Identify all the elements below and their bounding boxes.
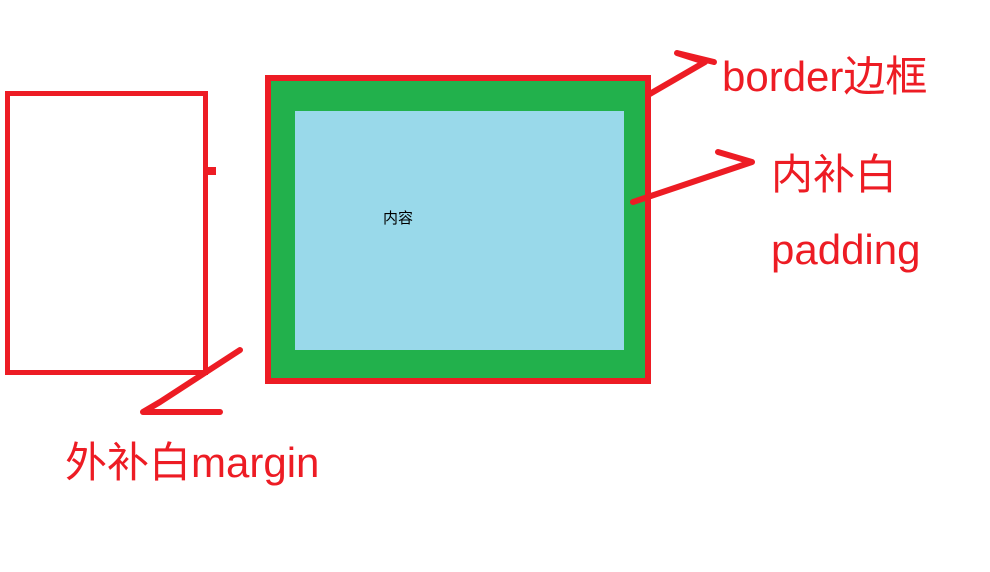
- border-arrow: [645, 50, 717, 98]
- margin-neighbor-box: [5, 91, 208, 375]
- padding-arrow: [630, 149, 755, 205]
- border-label: border边框: [722, 53, 928, 100]
- padding-label-cn: 内补白: [771, 151, 898, 198]
- padding-label-en: padding: [771, 226, 921, 273]
- margin-label: 外补白margin: [65, 439, 320, 486]
- content-box: [295, 111, 624, 350]
- margin-arrow: [140, 347, 243, 415]
- margin-gap-marker: [207, 167, 216, 175]
- content-label: 内容: [383, 210, 414, 227]
